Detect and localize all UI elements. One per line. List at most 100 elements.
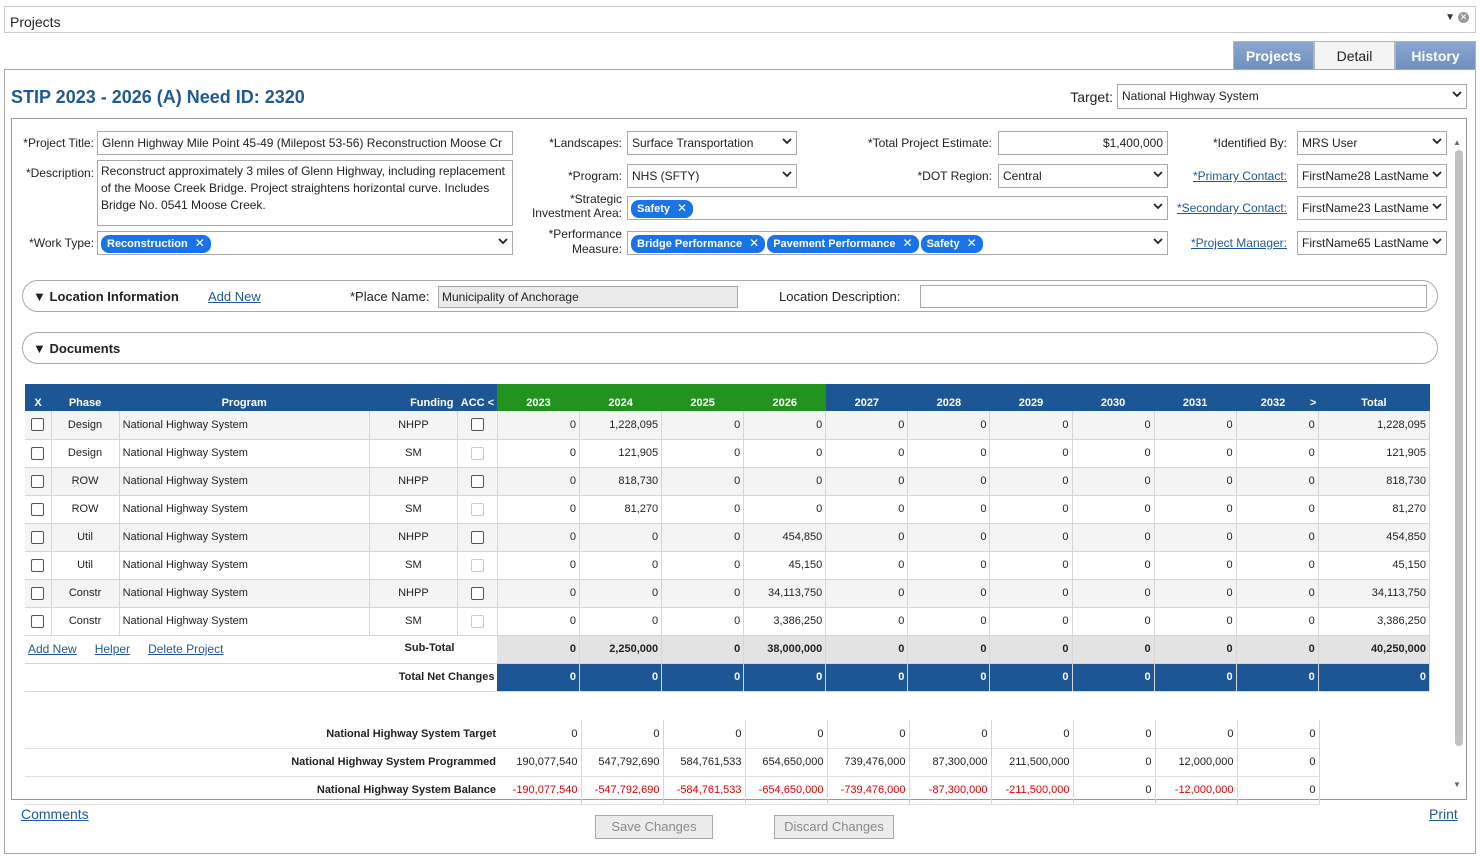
amount-cell[interactable]: 0 [825,439,909,468]
amount-cell[interactable]: 0 [989,579,1073,608]
total-estimate-input[interactable]: $1,400,000 [998,131,1168,155]
row-select-checkbox[interactable] [25,467,52,496]
amount-cell[interactable]: 0 [743,467,827,496]
scrollbar-thumb[interactable] [1455,150,1463,746]
amount-cell[interactable]: 0 [1072,411,1155,440]
remove-chip-icon[interactable]: ✕ [966,236,977,250]
amount-cell[interactable]: 0 [825,411,909,440]
amount-cell[interactable]: 0 [825,523,909,552]
amount-cell[interactable]: 0 [661,467,745,496]
amount-cell[interactable]: 0 [907,439,991,468]
performance-chip[interactable]: Safety ✕ [920,235,983,253]
amount-cell[interactable]: 3,386,250 [743,607,827,636]
amount-cell[interactable]: 0 [1072,495,1155,524]
amount-cell[interactable]: 0 [989,495,1073,524]
amount-cell[interactable]: 0 [907,523,991,552]
amount-cell[interactable]: 0 [497,411,581,440]
next-years-button[interactable]: > [1309,397,1317,409]
remove-chip-icon[interactable]: ✕ [902,236,913,250]
amount-cell[interactable]: 0 [1072,579,1155,608]
tab-projects[interactable]: Projects [1233,41,1314,70]
amount-cell[interactable]: 45,150 [743,551,827,580]
amount-cell[interactable]: 0 [497,523,581,552]
tab-detail[interactable]: Detail [1314,41,1395,70]
project-manager-select[interactable]: FirstName65 LastName [1297,231,1447,255]
save-changes-button[interactable]: Save Changes [595,815,713,839]
close-icon[interactable]: ✕ [1458,12,1469,23]
grid-link[interactable]: Helper [94,642,131,656]
amount-cell[interactable]: 0 [497,467,581,496]
amount-cell[interactable]: 0 [661,495,745,524]
amount-cell[interactable]: 0 [989,607,1073,636]
amount-cell[interactable]: 81,270 [579,495,663,524]
amount-cell[interactable]: 0 [497,579,581,608]
discard-changes-button[interactable]: Discard Changes [774,815,894,839]
amount-cell[interactable]: 0 [661,607,745,636]
acc-checkbox[interactable] [457,411,498,440]
amount-cell[interactable]: 818,730 [579,467,663,496]
program-select[interactable]: NHS (SFTY) [627,164,797,188]
amount-cell[interactable]: 0 [1236,607,1319,636]
amount-cell[interactable]: 0 [1236,439,1319,468]
amount-cell[interactable]: 0 [661,523,745,552]
identified-by-select[interactable]: MRS User [1297,131,1447,155]
secondary-contact-select[interactable]: FirstName23 LastName [1297,196,1447,220]
amount-cell[interactable]: 0 [579,523,663,552]
amount-cell[interactable]: 0 [579,551,663,580]
amount-cell[interactable]: 0 [989,551,1073,580]
amount-cell[interactable]: 0 [1072,551,1155,580]
landscapes-select[interactable]: Surface Transportation [627,131,797,155]
primary-contact-link[interactable]: *Primary Contact: [1192,169,1287,183]
amount-cell[interactable]: 0 [1072,467,1155,496]
amount-cell[interactable]: 0 [989,439,1073,468]
amount-cell[interactable]: 0 [1154,523,1237,552]
vertical-scrollbar[interactable]: ▲ ▼ [1453,138,1464,789]
amount-cell[interactable]: 0 [579,607,663,636]
scroll-up-icon[interactable]: ▲ [1453,138,1461,147]
acc-checkbox[interactable] [457,467,498,496]
amount-cell[interactable]: 0 [1154,579,1237,608]
amount-cell[interactable]: 0 [989,523,1073,552]
primary-contact-select[interactable]: FirstName28 LastName [1297,164,1447,188]
row-select-checkbox[interactable] [25,607,52,636]
row-select-checkbox[interactable] [25,523,52,552]
amount-cell[interactable]: 0 [907,411,991,440]
location-description-input[interactable] [920,285,1427,308]
secondary-contact-link[interactable]: *Secondary Contact: [1176,201,1287,215]
amount-cell[interactable]: 0 [825,467,909,496]
amount-cell[interactable]: 0 [1154,467,1237,496]
remove-chip-icon[interactable]: ✕ [749,236,760,250]
amount-cell[interactable]: 0 [1072,439,1155,468]
amount-cell[interactable]: 0 [1236,551,1319,580]
project-title-input[interactable]: Glenn Highway Mile Point 45-49 (Milepost… [97,131,513,155]
amount-cell[interactable]: 0 [907,551,991,580]
tab-history[interactable]: History [1395,41,1476,70]
prev-years-button[interactable]: < [487,397,495,409]
location-toggle[interactable]: ▼ Location Information [33,289,179,304]
amount-cell[interactable]: 0 [1154,607,1237,636]
documents-toggle[interactable]: ▼ Documents [33,341,121,356]
project-manager-link[interactable]: *Project Manager: [1190,236,1287,250]
amount-cell[interactable]: 0 [661,439,745,468]
performance-chip[interactable]: Pavement Performance ✕ [767,235,919,253]
amount-cell[interactable]: 0 [1236,579,1319,608]
acc-checkbox[interactable] [457,579,498,608]
amount-cell[interactable]: 0 [743,411,827,440]
amount-cell[interactable]: 0 [1072,607,1155,636]
amount-cell[interactable]: 0 [825,495,909,524]
place-name-input[interactable]: Municipality of Anchorage [438,286,738,308]
amount-cell[interactable]: 0 [907,495,991,524]
amount-cell[interactable]: 0 [497,607,581,636]
amount-cell[interactable]: 0 [743,495,827,524]
row-select-checkbox[interactable] [25,439,52,468]
row-select-checkbox[interactable] [25,579,52,608]
collapse-icon[interactable]: ▼ [1445,12,1455,23]
work-type-chip[interactable]: Reconstruction ✕ [101,235,211,253]
amount-cell[interactable]: 0 [1154,495,1237,524]
amount-cell[interactable]: 454,850 [743,523,827,552]
amount-cell[interactable]: 1,228,095 [579,411,663,440]
row-select-checkbox[interactable] [25,551,52,580]
amount-cell[interactable]: 0 [825,551,909,580]
remove-chip-icon[interactable]: ✕ [194,236,205,250]
grid-link[interactable]: Add New [28,642,77,656]
